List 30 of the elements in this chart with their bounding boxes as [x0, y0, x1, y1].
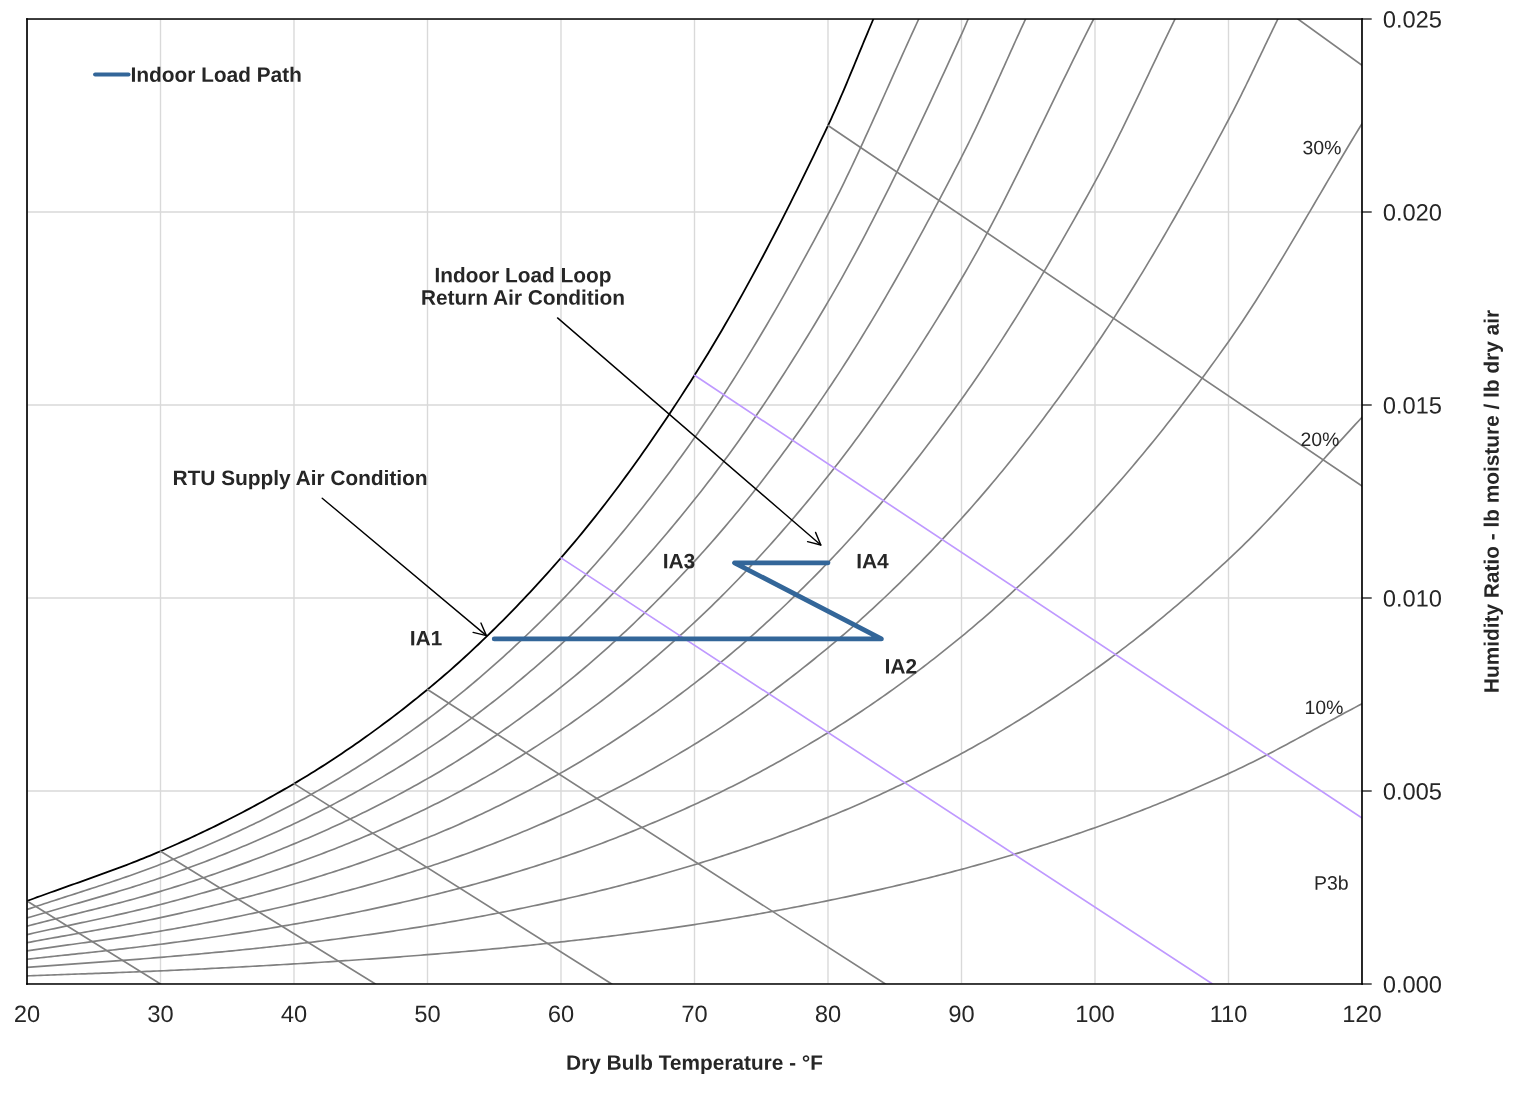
annotation: IA4: [857, 553, 889, 569]
annotation: IA2: [886, 658, 917, 674]
x-tick-label: 20: [15, 1005, 40, 1023]
x-tick-label: 120: [1344, 1005, 1381, 1023]
x-axis-title: Dry Bulb Temperature - °F: [567, 1054, 823, 1075]
annotation: 30%: [1303, 140, 1341, 155]
x-tick-label: 90: [949, 1005, 974, 1023]
x-tick-label: 70: [682, 1005, 707, 1023]
annotation: 20%: [1301, 432, 1339, 447]
x-tick-label: 80: [815, 1005, 841, 1023]
annotation: P3b: [1315, 875, 1348, 890]
annotation: IA3: [664, 553, 695, 569]
x-tick-label: 110: [1211, 1005, 1247, 1023]
annotation: Indoor Load Loop Return Air Condition: [422, 267, 624, 305]
annotation: IA1: [411, 631, 442, 646]
y-axis-title: Humidity Ratio - lb moisture / lb dry air: [1483, 310, 1503, 692]
y-tick-label: 0.005: [1383, 783, 1441, 800]
x-tick-label: 60: [549, 1005, 574, 1023]
legend-label: Indoor Load Path: [131, 66, 301, 82]
x-tick-label: 40: [281, 1005, 307, 1023]
x-tick-label: 30: [148, 1005, 173, 1023]
y-tick-label: 0.000: [1383, 976, 1441, 993]
y-tick-label: 0.025: [1383, 11, 1441, 28]
y-tick-label: 0.020: [1383, 204, 1441, 221]
y-tick-label: 0.010: [1383, 590, 1441, 607]
annotation: 10%: [1305, 700, 1343, 715]
annotation: RTU Supply Air Condition: [173, 469, 427, 490]
y-tick-label: 0.015: [1383, 397, 1441, 414]
x-tick-label: 100: [1077, 1005, 1114, 1023]
x-tick-label: 50: [415, 1005, 440, 1023]
